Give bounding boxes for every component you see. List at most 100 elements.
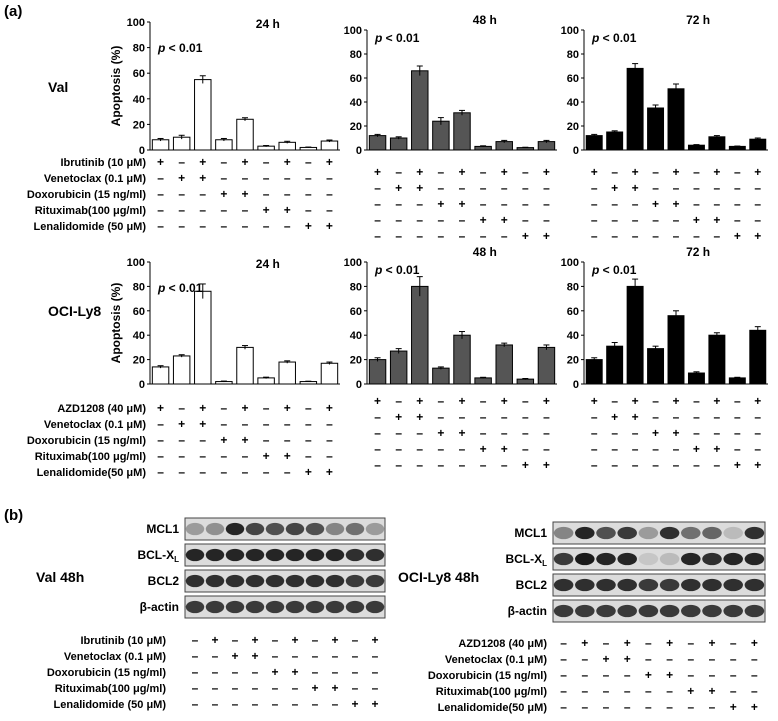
ocily8-band (575, 578, 595, 592)
bar (389, 137, 408, 151)
sign-mark: – (543, 426, 550, 440)
y-tick-label: 40 (567, 330, 579, 342)
sign-mark: – (242, 417, 249, 431)
sign-mark: – (687, 636, 694, 650)
ocily8-band (553, 604, 574, 618)
val-band (285, 548, 305, 562)
sign-mark: – (645, 636, 652, 650)
sign-mark: – (395, 165, 402, 179)
bar (151, 139, 170, 151)
bar (626, 67, 644, 151)
sign-mark: + (395, 181, 402, 195)
sign-mark: – (693, 426, 700, 440)
sign-mark: – (232, 633, 239, 647)
sign-mark: – (754, 410, 761, 424)
sign-mark: – (372, 649, 379, 663)
sign-mark: + (713, 213, 720, 227)
sign-mark: + (666, 636, 673, 650)
bar (708, 136, 726, 151)
val-band (205, 574, 225, 588)
sign-mark: – (272, 697, 279, 711)
sign-mark: + (754, 229, 761, 243)
sign-mark: – (332, 697, 339, 711)
sign-mark: – (438, 229, 445, 243)
sign-mark: – (501, 197, 508, 211)
sign-mark: + (611, 410, 618, 424)
sign-mark: + (666, 668, 673, 682)
bar (368, 359, 387, 385)
ocily8-band (659, 552, 680, 566)
sign-mark: – (693, 165, 700, 179)
sign-mark: – (652, 229, 659, 243)
sign-mark: + (581, 636, 588, 650)
y-tick-label: 40 (133, 330, 145, 342)
panel-b-label: (b) (4, 507, 23, 524)
bar (537, 346, 556, 385)
sign-mark: – (199, 433, 206, 447)
sign-mark: – (292, 697, 299, 711)
ocily8-blot-treatment-label: AZD1208 (40 μM) (458, 638, 547, 650)
sign-mark: + (645, 668, 652, 682)
sign-mark: – (652, 394, 659, 408)
sign-mark: – (157, 449, 164, 463)
sign-mark: – (591, 197, 598, 211)
sign-mark: + (522, 458, 529, 472)
sign-mark: – (522, 410, 529, 424)
ocily8-band (617, 604, 637, 618)
sign-mark: – (543, 410, 550, 424)
sign-mark: – (284, 171, 291, 185)
sign-mark: – (603, 636, 610, 650)
sign-mark: – (157, 203, 164, 217)
sign-mark: + (395, 410, 402, 424)
val-band (185, 574, 205, 588)
sign-mark: – (395, 458, 402, 472)
sign-mark: + (730, 700, 737, 714)
sign-mark: – (352, 633, 359, 647)
sign-mark: + (480, 442, 487, 456)
sign-mark: – (263, 417, 270, 431)
sign-mark: + (708, 684, 715, 698)
sign-mark: – (624, 684, 631, 698)
val-band (205, 600, 225, 614)
sign-mark: – (242, 449, 249, 463)
sign-mark: – (591, 442, 598, 456)
bar (236, 346, 254, 385)
val-band (245, 522, 265, 536)
sign-mark: – (522, 165, 529, 179)
val-band (365, 600, 385, 614)
p-value-annotation: p < 0.01 (591, 263, 637, 277)
val-band (225, 522, 245, 536)
val-band (265, 548, 285, 562)
sign-mark: – (652, 165, 659, 179)
sign-mark: – (157, 187, 164, 201)
chart-title: 24 h (256, 257, 280, 271)
sign-mark: – (591, 410, 598, 424)
bar (194, 290, 212, 385)
y-tick-label: 0 (139, 145, 145, 157)
sign-mark: + (754, 458, 761, 472)
bar (411, 285, 429, 385)
sign-mark: – (714, 458, 721, 472)
bar (687, 144, 705, 151)
ocily8-band (681, 578, 701, 592)
sign-mark: + (326, 401, 333, 415)
sign-mark: – (372, 665, 379, 679)
sign-mark: – (693, 458, 700, 472)
sign-mark: – (232, 697, 239, 711)
sign-mark: + (291, 633, 298, 647)
sign-mark: – (199, 449, 206, 463)
bar (278, 141, 296, 151)
sign-mark: + (178, 417, 185, 431)
ocily8-band (681, 552, 701, 566)
val-band (325, 574, 345, 588)
ocily8-band (638, 604, 659, 618)
sign-mark: – (242, 171, 249, 185)
sign-mark: + (632, 394, 639, 408)
sign-mark: – (312, 633, 319, 647)
sign-mark: – (221, 449, 228, 463)
val-band (225, 574, 245, 588)
val-band (285, 522, 305, 536)
val-band (285, 600, 305, 614)
sign-mark: – (284, 187, 291, 201)
sign-mark: + (305, 465, 312, 479)
